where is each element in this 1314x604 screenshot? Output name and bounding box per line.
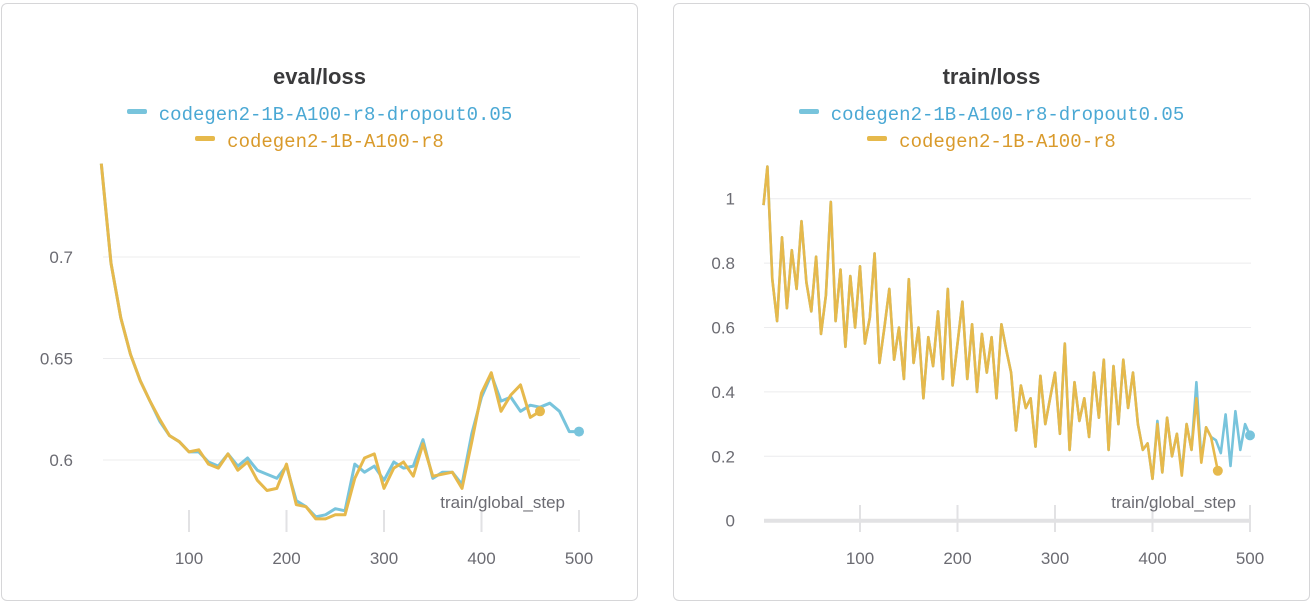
y-tick-label: 0	[726, 512, 735, 531]
legend-swatch	[798, 109, 819, 115]
x-tick-label: 100	[175, 549, 203, 568]
series-end-point	[574, 426, 584, 437]
y-tick-label: 0.2	[711, 447, 735, 466]
legend-item-dropout[interactable]: codegen2-1B-A100-r8-dropout0.05	[674, 104, 1309, 126]
x-tick-label: 400	[467, 549, 495, 568]
x-tick-label: 500	[565, 549, 593, 568]
y-tick-label: 0.65	[40, 350, 73, 369]
y-tick-label: 0.6	[711, 319, 735, 338]
x-tick-label: 200	[943, 549, 971, 568]
legend-swatch	[126, 109, 147, 115]
legend-swatch	[867, 136, 888, 142]
series-line-dropout	[762, 165, 1252, 481]
y-tick-label: 0.4	[711, 383, 735, 402]
x-tick-label: 300	[1041, 549, 1069, 568]
y-tick-label: 1	[726, 190, 735, 209]
series-line-r8	[762, 165, 1220, 481]
x-tick-label: 100	[846, 549, 874, 568]
legend-item-dropout[interactable]: codegen2-1B-A100-r8-dropout0.05	[2, 104, 637, 126]
series-end-point	[1245, 430, 1255, 441]
eval-loss-panel: eval/loss codegen2-1B-A100-r8-dropout0.0…	[1, 3, 638, 601]
x-tick-label: 300	[370, 549, 398, 568]
chart-title: eval/loss	[273, 64, 366, 89]
legend-label: codegen2-1B-A100-r8-dropout0.05	[158, 104, 513, 126]
legend-item-r8[interactable]: codegen2-1B-A100-r8	[2, 131, 637, 153]
legend-label: codegen2-1B-A100-r8	[227, 131, 444, 153]
x-axis-label: train/global_step	[440, 493, 565, 512]
legend-item-r8[interactable]: codegen2-1B-A100-r8	[674, 131, 1309, 153]
series-line-r8	[99, 163, 541, 521]
legend-swatch	[195, 136, 216, 142]
series-end-point	[535, 406, 545, 417]
x-tick-label: 500	[1236, 549, 1264, 568]
x-axis-label: train/global_step	[1111, 493, 1236, 512]
series-end-point	[1212, 465, 1223, 476]
y-tick-label: 0.8	[711, 254, 735, 273]
y-tick-label: 0.7	[49, 248, 73, 267]
legend-label: codegen2-1B-A100-r8	[899, 131, 1116, 153]
legend-label: codegen2-1B-A100-r8-dropout0.05	[830, 104, 1185, 126]
y-tick-label: 0.6	[49, 451, 73, 470]
x-tick-label: 200	[272, 549, 300, 568]
chart-title: train/loss	[942, 64, 1041, 89]
x-tick-label: 400	[1138, 549, 1166, 568]
